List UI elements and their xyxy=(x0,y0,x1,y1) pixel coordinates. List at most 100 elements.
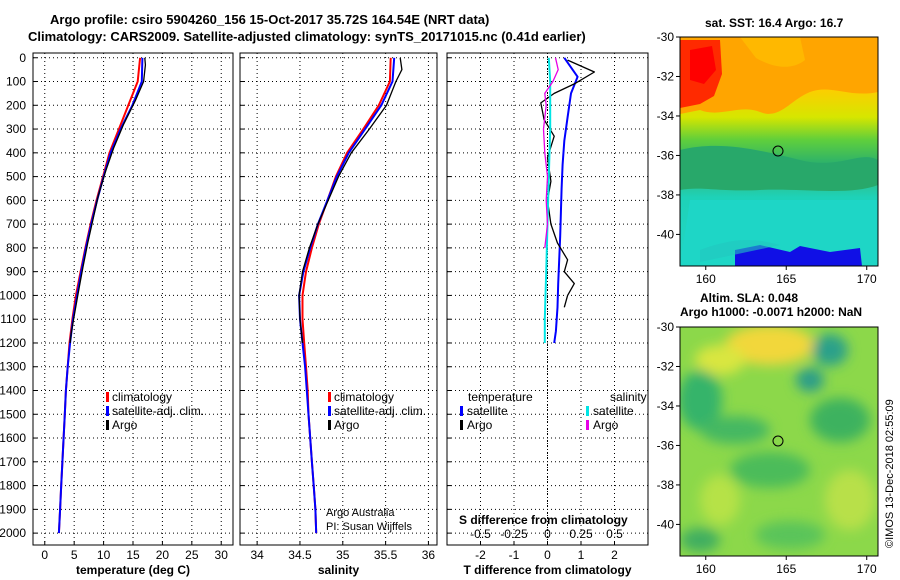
legend-label-argo: Argo xyxy=(334,418,360,432)
depth-tick-label: 1000 xyxy=(0,288,26,302)
lat-tick-label: -38 xyxy=(657,188,675,202)
lat-tick-label: -32 xyxy=(657,69,675,83)
x-tick-label: 20 xyxy=(156,548,170,562)
depth-tick-label: 1600 xyxy=(0,431,26,445)
sst-map: sat. SST: 16.4 Argo: 16.7 -30-32-34-36-3… xyxy=(657,16,879,286)
lat-tick-label: -34 xyxy=(657,109,675,123)
depth-tick-label: 1700 xyxy=(0,455,26,469)
series-climatology xyxy=(57,57,142,534)
depth-tick-label: 1100 xyxy=(0,312,26,326)
legend-label-argo: Argo xyxy=(112,418,138,432)
difference-legend: temperature salinity satellite Argo sate… xyxy=(459,390,647,527)
temperature-legend: climatology satellite-adj. clim. Argo xyxy=(106,390,204,432)
s-tick-label: 0.5 xyxy=(606,527,623,541)
legend-label-t-satellite: satellite xyxy=(467,404,508,418)
depth-tick-label: 600 xyxy=(6,193,26,207)
float-position-marker xyxy=(772,145,784,157)
x-axis-label: temperature (deg C) xyxy=(76,563,190,577)
depth-tick-label: 900 xyxy=(6,265,26,279)
legend-swatch-satellite xyxy=(328,406,331,416)
depth-tick-label: 700 xyxy=(6,217,26,231)
x-tick-label: 36 xyxy=(422,548,436,562)
depth-tick-label: 1800 xyxy=(0,479,26,493)
lat-tick-label: -34 xyxy=(657,399,675,413)
s-tick-label: -0.25 xyxy=(500,527,528,541)
x-tick-label: 1 xyxy=(578,548,585,562)
depth-tick-label: 1500 xyxy=(0,407,26,421)
legend-swatch-t-argo xyxy=(460,420,463,430)
series-salinity-argo xyxy=(542,57,559,248)
lat-tick-label: -30 xyxy=(657,30,675,44)
legend-swatch-climatology xyxy=(106,392,109,402)
lon-tick-label: 165 xyxy=(776,272,796,286)
series-salinity-satellite xyxy=(543,57,552,343)
sla-map-ticks: -30 -32 -34 -36 -38 -40 160 165 170 xyxy=(657,320,877,576)
x-tick-label: 0 xyxy=(544,548,551,562)
title-line1: Argo profile: csiro 5904260_156 15-Oct-2… xyxy=(50,12,489,27)
x-tick-label: 5 xyxy=(71,548,78,562)
depth-tick-label: 200 xyxy=(6,98,26,112)
lon-tick-label: 170 xyxy=(857,272,877,286)
x-tick-label: 34.5 xyxy=(288,548,312,562)
depth-tick-label: 100 xyxy=(6,75,26,89)
x-tick-label: 15 xyxy=(126,548,140,562)
plot-frame xyxy=(32,52,234,546)
legend-label-s-satellite: satellite xyxy=(593,404,634,418)
depth-tick-label: 1300 xyxy=(0,360,26,374)
plot-frame xyxy=(239,52,438,546)
legend-swatch-t-satellite xyxy=(460,406,463,416)
sla-map-subtitle: Argo h1000: -0.0071 h2000: NaN xyxy=(680,305,862,319)
series-argo xyxy=(298,57,403,344)
x-tick-label: 0 xyxy=(41,548,48,562)
x-axis-label: T difference from climatology xyxy=(463,563,631,577)
sst-map-ticks: -30 -32 -34 -36 -38 -40 160 165 170 xyxy=(657,30,877,286)
lat-tick-label: -32 xyxy=(657,359,675,373)
imos-credit: ©IMOS 13-Dec-2018 02:55:09 xyxy=(884,399,896,548)
x-tick-label: -1 xyxy=(509,548,520,562)
series-argo xyxy=(69,57,147,344)
legend-swatch-satellite xyxy=(106,406,109,416)
legend-label-satellite: satellite-adj. clim. xyxy=(334,404,426,418)
sla-field xyxy=(680,327,878,556)
legend-swatch-argo xyxy=(106,420,109,430)
sst-field xyxy=(680,37,878,266)
x-tick-label: -2 xyxy=(475,548,486,562)
lon-tick-label: 165 xyxy=(776,562,796,576)
lon-tick-label: 160 xyxy=(696,272,716,286)
lat-tick-label: -38 xyxy=(657,478,675,492)
depth-axis: 0 100 200 300 400 500 600 700 800 900 1000 1100 1200… xyxy=(0,51,26,540)
float-position-marker xyxy=(772,435,784,447)
series-temperature-argo xyxy=(540,59,596,308)
depth-tick-label: 2000 xyxy=(0,526,26,540)
sst-map-title: sat. SST: 16.4 Argo: 16.7 xyxy=(705,16,844,30)
sla-map: Altim. SLA: 0.048 Argo h1000: -0.0071 h2… xyxy=(657,291,879,576)
depth-tick-label: 1400 xyxy=(0,384,26,398)
series-climatology xyxy=(301,57,392,534)
legend-swatch-s-argo xyxy=(586,420,589,430)
x-axis-label: salinity xyxy=(318,563,360,577)
s-tick-label: 0.25 xyxy=(569,527,593,541)
x-tick-label: 35.5 xyxy=(374,548,398,562)
legend-swatch-climatology xyxy=(328,392,331,402)
lat-tick-label: -36 xyxy=(657,438,675,452)
legend-swatch-argo xyxy=(328,420,331,430)
depth-tick-label: 300 xyxy=(6,122,26,136)
series-satellite-adj-clim- xyxy=(57,57,144,534)
x-tick-label: 2 xyxy=(611,548,618,562)
salinity-legend: climatology satellite-adj. clim. Argo Ar… xyxy=(326,390,426,533)
temperature-panel: 0 5 10 15 20 25 30 temperature (deg C) xyxy=(32,52,234,577)
depth-tick-label: 800 xyxy=(6,241,26,255)
legend-swatch-s-satellite xyxy=(586,406,589,416)
lat-tick-label: -40 xyxy=(657,517,675,531)
s-difference-label: S difference from climatology xyxy=(459,513,628,527)
argo-australia-credit: Argo Australia xyxy=(326,507,395,519)
series-temperature-satellite xyxy=(553,57,579,344)
sla-map-title: Altim. SLA: 0.048 xyxy=(700,291,798,305)
x-tick-label: 30 xyxy=(215,548,229,562)
x-tick-label: 25 xyxy=(185,548,199,562)
title-line2: Climatology: CARS2009. Satellite-adjuste… xyxy=(28,29,586,44)
pi-credit: PI: Susan Wijffels xyxy=(326,521,412,533)
s-tick-label: 0 xyxy=(544,527,551,541)
legend-label-s-argo: Argo xyxy=(593,418,619,432)
legend-label-climatology: climatology xyxy=(334,390,394,404)
